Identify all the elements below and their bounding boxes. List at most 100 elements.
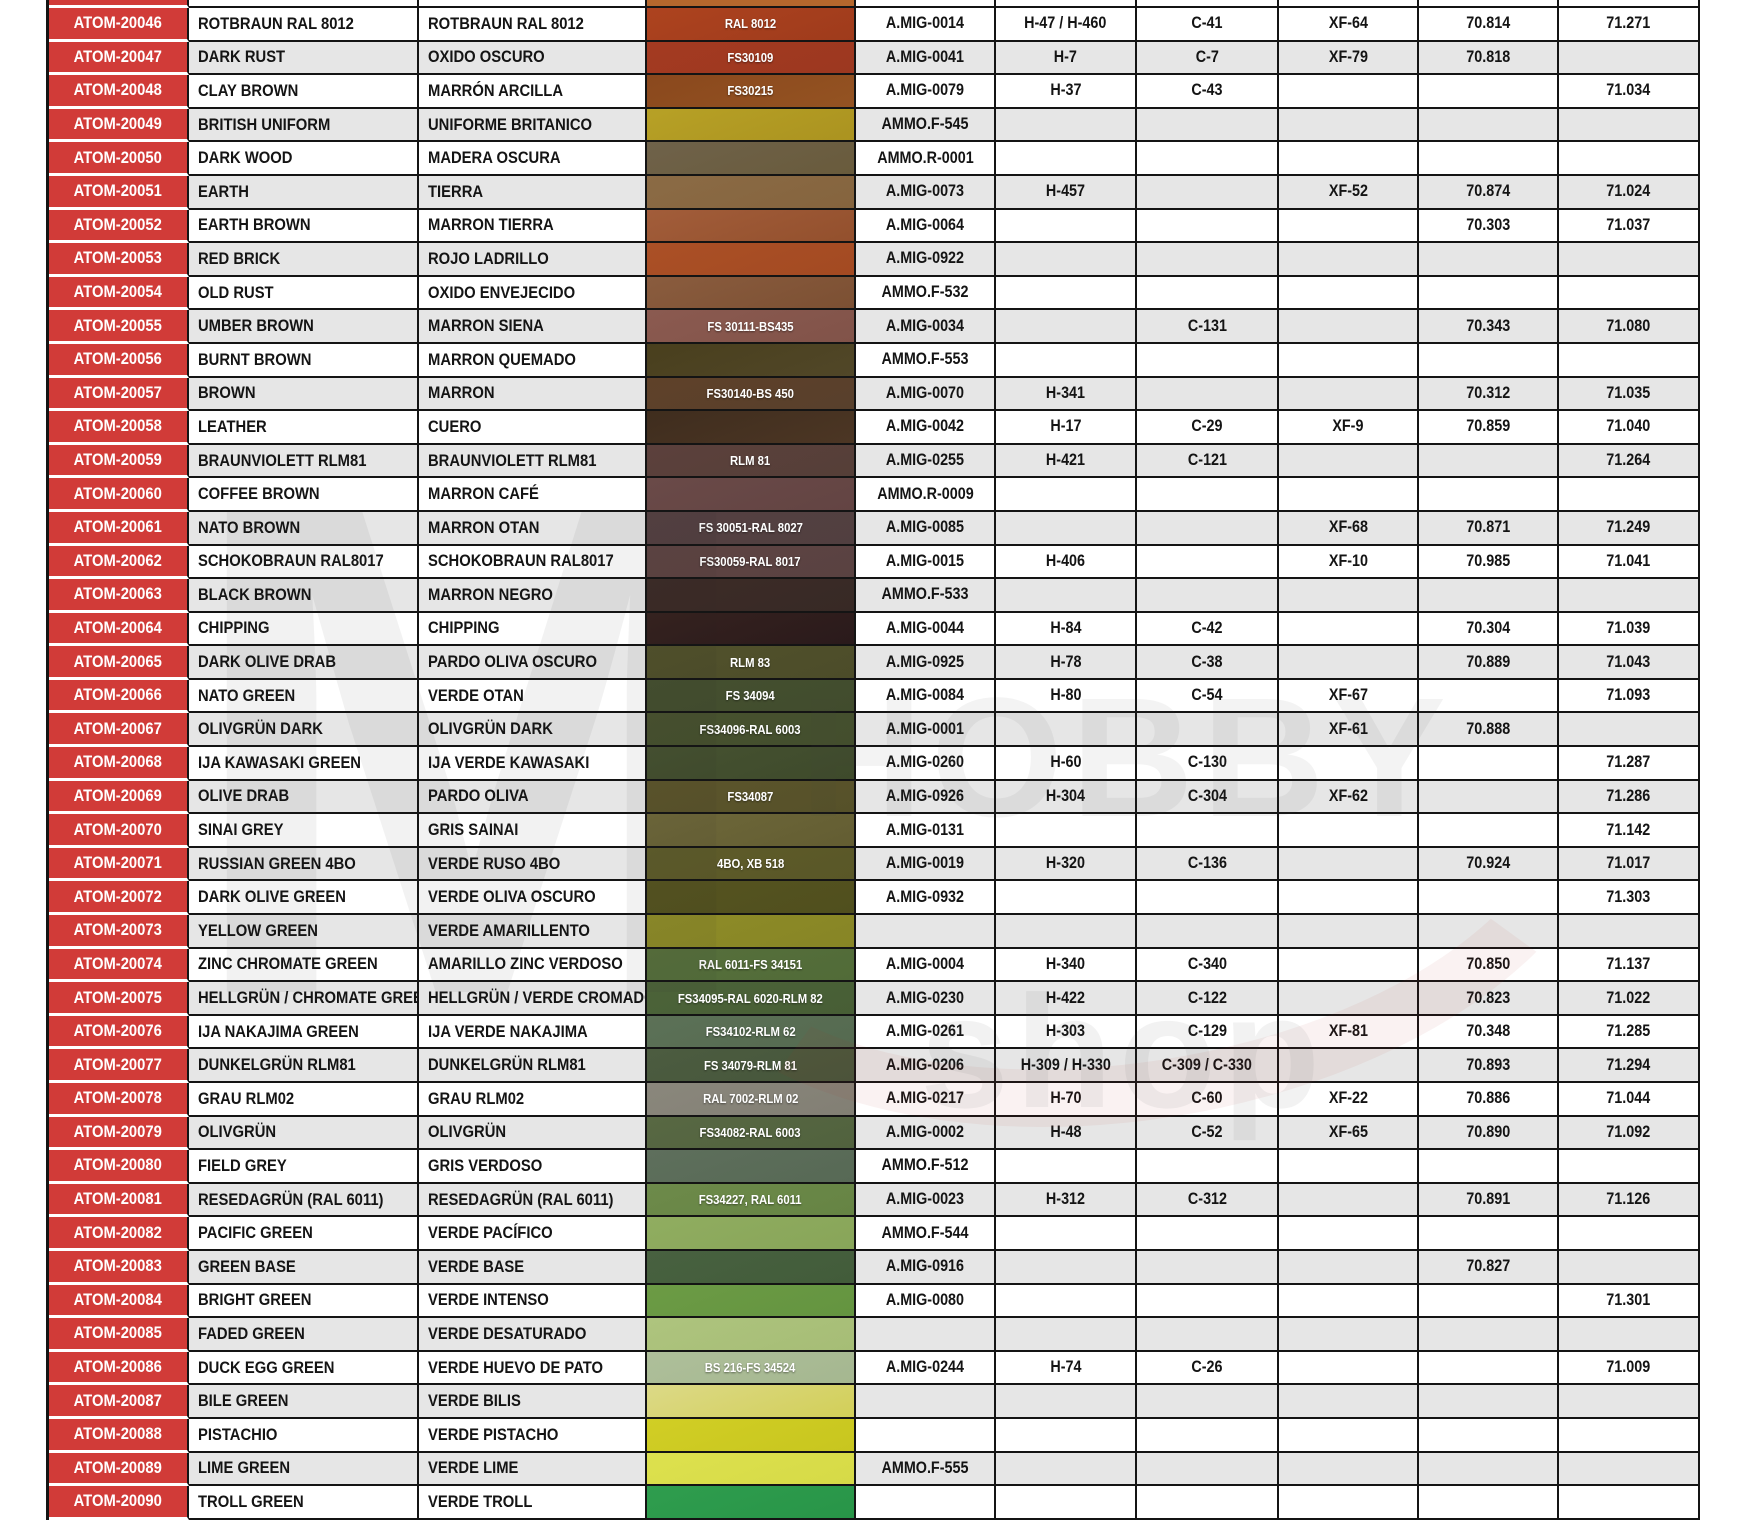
cell-vallejo-mc-label: 70.850 [1466, 954, 1510, 973]
cell-swatch-label: FS 34094 [725, 688, 776, 704]
cell-code-label: ATOM-20087 [73, 1390, 163, 1410]
cell-amig: A.MIG-0244 [856, 1351, 996, 1386]
cell-vallejo-ma: 71.022 [1559, 982, 1700, 1016]
cell-aqueous [996, 209, 1137, 244]
cell-name-en-label: DARK OLIVE GREEN [198, 887, 346, 907]
cell-mrcolor-label: C-38 [1191, 652, 1223, 671]
cell-aqueous: H-320 [996, 847, 1137, 882]
cell-vallejo-mc [1419, 679, 1559, 714]
cell-vallejo-ma [1559, 1150, 1700, 1184]
cell-mrcolor [1137, 1217, 1279, 1251]
cell-name-es: ROTBRAUN RAL 8012 [419, 8, 647, 42]
cell-vallejo-ma [1559, 1452, 1700, 1487]
cell-code: ATOM-20050 [49, 142, 189, 176]
cell-name-en-label: BILE GREEN [198, 1391, 289, 1411]
cell-name-es: MARRON NEGRO [419, 579, 647, 613]
cell-vallejo-ma: 71.126 [1559, 1183, 1700, 1218]
cell-tamiya: XF-62 [1279, 780, 1419, 815]
cell-name-en-label: EARTH [198, 181, 249, 201]
cell-aqueous-label: H-84 [1049, 618, 1082, 637]
table-row: ATOM-20085 FADED GREEN VERDE DESATURADO [49, 1318, 1700, 1352]
cell-vallejo-mc [1419, 243, 1559, 277]
cell-amig: A.MIG-0217 [856, 1083, 996, 1117]
cell-name-es: DUNKELGRÜN RLM81 [419, 1049, 647, 1083]
cell-name-en [189, 0, 419, 8]
cell-tamiya: XF-64 [1279, 8, 1419, 42]
cell-swatch: RAL 8012 [647, 8, 856, 42]
cell-amig: AMMO.F-532 [856, 276, 996, 311]
cell-vallejo-ma-label: 71.301 [1606, 1290, 1651, 1309]
cell-amig: A.MIG-0922 [856, 243, 996, 277]
cell-tamiya [1279, 276, 1419, 311]
cell-tamiya [1279, 747, 1419, 781]
table-row: ATOM-20079 OLIVGRÜN OLIVGRÜN FS34082-RAL 60… [49, 1116, 1700, 1151]
cell-code: ATOM-20086 [49, 1351, 189, 1386]
cell-vallejo-ma [1559, 1418, 1700, 1453]
cell-code: ATOM-20089 [49, 1452, 189, 1487]
cell-mrcolor-label: C-54 [1191, 686, 1223, 705]
cell-swatch [647, 0, 856, 8]
cell-vallejo-ma: 71.303 [1559, 881, 1700, 916]
table-row: ATOM-20055 UMBER BROWN MARRON SIENA FS 3011… [49, 310, 1700, 344]
cell-name-es: RESEDAGRÜN (RAL 6011) [419, 1183, 647, 1218]
cell-vallejo-ma [1559, 243, 1700, 277]
cell-amig: A.MIG-0916 [856, 1250, 996, 1285]
cell-code-label: ATOM-20076 [73, 1021, 163, 1041]
cell-vallejo-mc: 70.924 [1419, 847, 1559, 882]
table-row: ATOM-20063 BLACK BROWN MARRON NEGRO AMMO.F-… [49, 579, 1700, 613]
table-row: ATOM-20049 BRITISH UNIFORM UNIFORME BRITAN… [49, 108, 1700, 143]
cell-tamiya [1279, 478, 1419, 512]
cell-vallejo-mc [1419, 1284, 1559, 1319]
cell-aqueous-label: H-304 [1045, 786, 1086, 805]
cell-amig-label: A.MIG-0261 [885, 1022, 965, 1041]
cell-name-es-label: TIERRA [428, 181, 484, 201]
cell-mrcolor-label: C-122 [1187, 988, 1227, 1007]
cell-code: ATOM-20068 [49, 747, 189, 781]
cell-mrcolor [1137, 1250, 1279, 1285]
cell-name-en: LIME GREEN [189, 1452, 419, 1487]
cell-name-en: NATO GREEN [189, 679, 419, 714]
cell-code: ATOM-20083 [49, 1250, 189, 1285]
cell-vallejo-mc [1419, 1217, 1559, 1251]
table-row: ATOM-20076 IJA NAKAJIMA GREEN IJA VERDE NA… [49, 1015, 1700, 1050]
table-row: ATOM-20061 NATO BROWN MARRON OTAN FS 30051-… [49, 511, 1700, 546]
cell-code: ATOM-20057 [49, 377, 189, 412]
cell-vallejo-mc-label: 70.823 [1466, 988, 1510, 1007]
cell-name-en-label: OLIVGRÜN [198, 1122, 277, 1142]
cell-code-label: ATOM-20075 [73, 987, 163, 1007]
cell-name-es: CHIPPING [419, 612, 647, 647]
cell-code: ATOM-20070 [49, 814, 189, 848]
cell-amig [856, 0, 996, 8]
cell-name-en-label: BRITISH UNIFORM [198, 114, 331, 134]
cell-name-en-label: UMBER BROWN [198, 316, 314, 336]
cell-vallejo-ma-label: 71.092 [1606, 1122, 1651, 1141]
cell-code-label: ATOM-20085 [73, 1323, 163, 1343]
table-row: ATOM-20078 GRAU RLM02 GRAU RLM02 RAL 7002-R… [49, 1083, 1700, 1117]
cell-vallejo-mc-label: 70.348 [1466, 1022, 1510, 1041]
cell-swatch-label: FS34096-RAL 6003 [699, 721, 801, 737]
cell-mrcolor: C-29 [1137, 411, 1279, 445]
cell-swatch [647, 612, 856, 647]
cell-name-en-label: HELLGRÜN / CHROMATE GREEN [198, 988, 419, 1008]
cell-swatch [647, 243, 856, 277]
cell-code-label: ATOM-20068 [73, 752, 163, 772]
cell-vallejo-ma-label: 71.034 [1606, 81, 1651, 100]
cell-tamiya-label: XF-79 [1328, 47, 1368, 66]
cell-vallejo-mc: 70.348 [1419, 1015, 1559, 1050]
cell-amig: A.MIG-0001 [856, 713, 996, 748]
cell-name-es: TIERRA [419, 175, 647, 210]
cell-amig-label: A.MIG-0922 [885, 249, 965, 268]
cell-name-es: VERDE PISTACHO [419, 1418, 647, 1453]
cell-mrcolor [1137, 1452, 1279, 1487]
cell-tamiya [1279, 377, 1419, 412]
cell-name-es: VERDE DESATURADO [419, 1318, 647, 1352]
cell-name-es: OLIVGRÜN DARK [419, 713, 647, 748]
cell-code-label: ATOM-20072 [73, 886, 163, 906]
cell-mrcolor [1137, 175, 1279, 210]
table-row: ATOM-20054 OLD RUST OXIDO ENVEJECIDO AMMO.F… [49, 276, 1700, 311]
cell-tamiya-label: XF-64 [1328, 14, 1368, 33]
cell-name-es-label: VERDE OTAN [428, 685, 524, 705]
cell-swatch [647, 478, 856, 512]
cell-name-es: BRAUNVIOLETT RLM81 [419, 444, 647, 479]
cell-tamiya: XF-9 [1279, 411, 1419, 445]
